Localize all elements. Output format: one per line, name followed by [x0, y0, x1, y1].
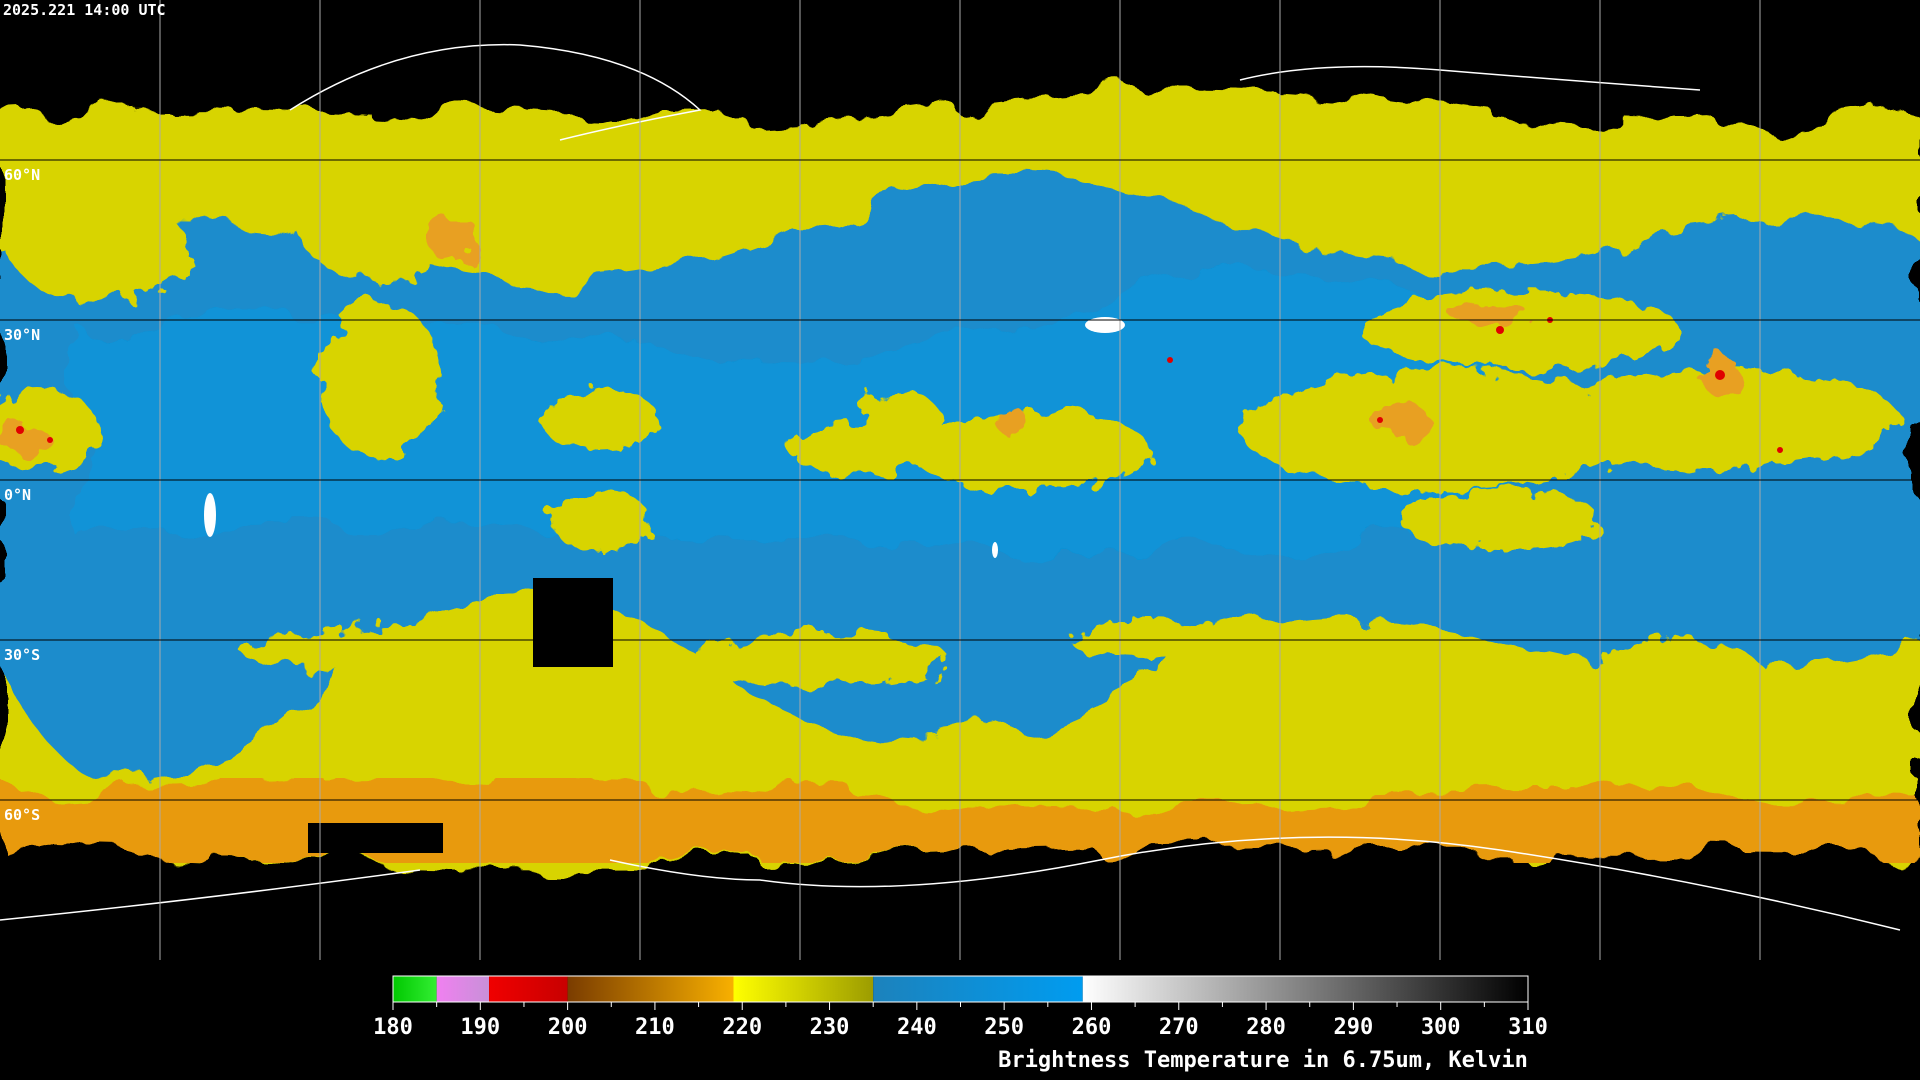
colorbar-tick-label: 240	[897, 1015, 937, 1040]
colorbar-tick-label: 260	[1072, 1015, 1112, 1040]
colorbar-segment	[733, 976, 874, 1002]
colorbar-tick-label: 180	[373, 1015, 413, 1040]
colorbar-tick-label: 220	[722, 1015, 762, 1040]
lat-label: 0°N	[4, 486, 31, 504]
timestamp: 2025.221 14:00 UTC	[3, 1, 166, 19]
colorbar-tick-label: 190	[460, 1015, 500, 1040]
colorbar-tick-label: 200	[548, 1015, 588, 1040]
colorbar-tick-label: 310	[1508, 1015, 1548, 1040]
colorbar-tick-label: 290	[1334, 1015, 1374, 1040]
lat-label: 60°N	[4, 166, 40, 184]
lat-label: 30°N	[4, 326, 40, 344]
grid	[159, 0, 1761, 960]
colorbar-tick-label: 270	[1159, 1015, 1199, 1040]
colorbar-tick-label: 300	[1421, 1015, 1461, 1040]
lat-label: 30°S	[4, 646, 40, 664]
colorbar-tick-label: 230	[810, 1015, 850, 1040]
colorbar-tick-label: 250	[984, 1015, 1024, 1040]
colorbar-tick-label: 210	[635, 1015, 675, 1040]
colorbar-segment	[489, 976, 568, 1002]
colorbar-segment	[567, 976, 734, 1002]
colorbar-segment	[393, 976, 437, 1002]
colorbar-title: Brightness Temperature in 6.75um, Kelvin	[998, 1048, 1528, 1073]
colorbar-segment	[873, 976, 1083, 1002]
colorbar-segment	[1082, 976, 1528, 1002]
colorbar-segment	[436, 976, 490, 1002]
colorbar-tick-label: 280	[1246, 1015, 1286, 1040]
lat-label: 60°S	[4, 806, 40, 824]
